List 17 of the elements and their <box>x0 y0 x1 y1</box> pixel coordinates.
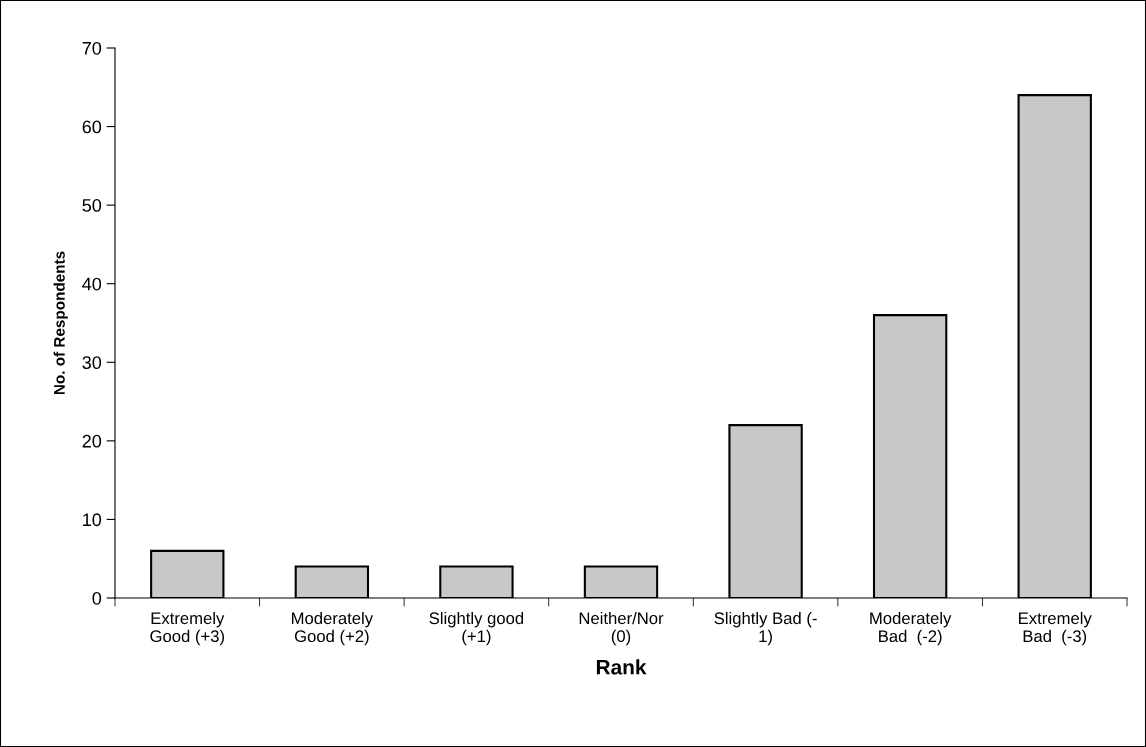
y-tick-label: 0 <box>92 591 102 605</box>
y-tick-label: 60 <box>82 120 102 134</box>
y-tick-label: 30 <box>82 356 102 370</box>
y-tick-label: 70 <box>82 41 102 55</box>
y-tick-label: 20 <box>82 434 102 448</box>
y-axis-title: No. of Respondents <box>53 251 68 395</box>
x-tick-label: Slightly good (+1) <box>429 611 524 646</box>
x-axis-title: Rank <box>596 659 647 675</box>
y-tick-label: 10 <box>83 513 102 527</box>
x-tick-label: Moderately Good (+2) <box>292 611 374 646</box>
x-tick-label: Slightly Bad (- 1) <box>714 611 817 646</box>
y-tick-label: 40 <box>82 277 102 291</box>
x-tick-label: Neither/Nor (0) <box>579 611 664 646</box>
x-tick-label: Extremely Good (+3) <box>150 611 225 646</box>
x-tick-label: Extremely Bad (-3) <box>1019 611 1092 646</box>
x-tick-label: Moderately Bad (-2) <box>870 611 952 646</box>
y-tick-label: 50 <box>82 199 102 212</box>
